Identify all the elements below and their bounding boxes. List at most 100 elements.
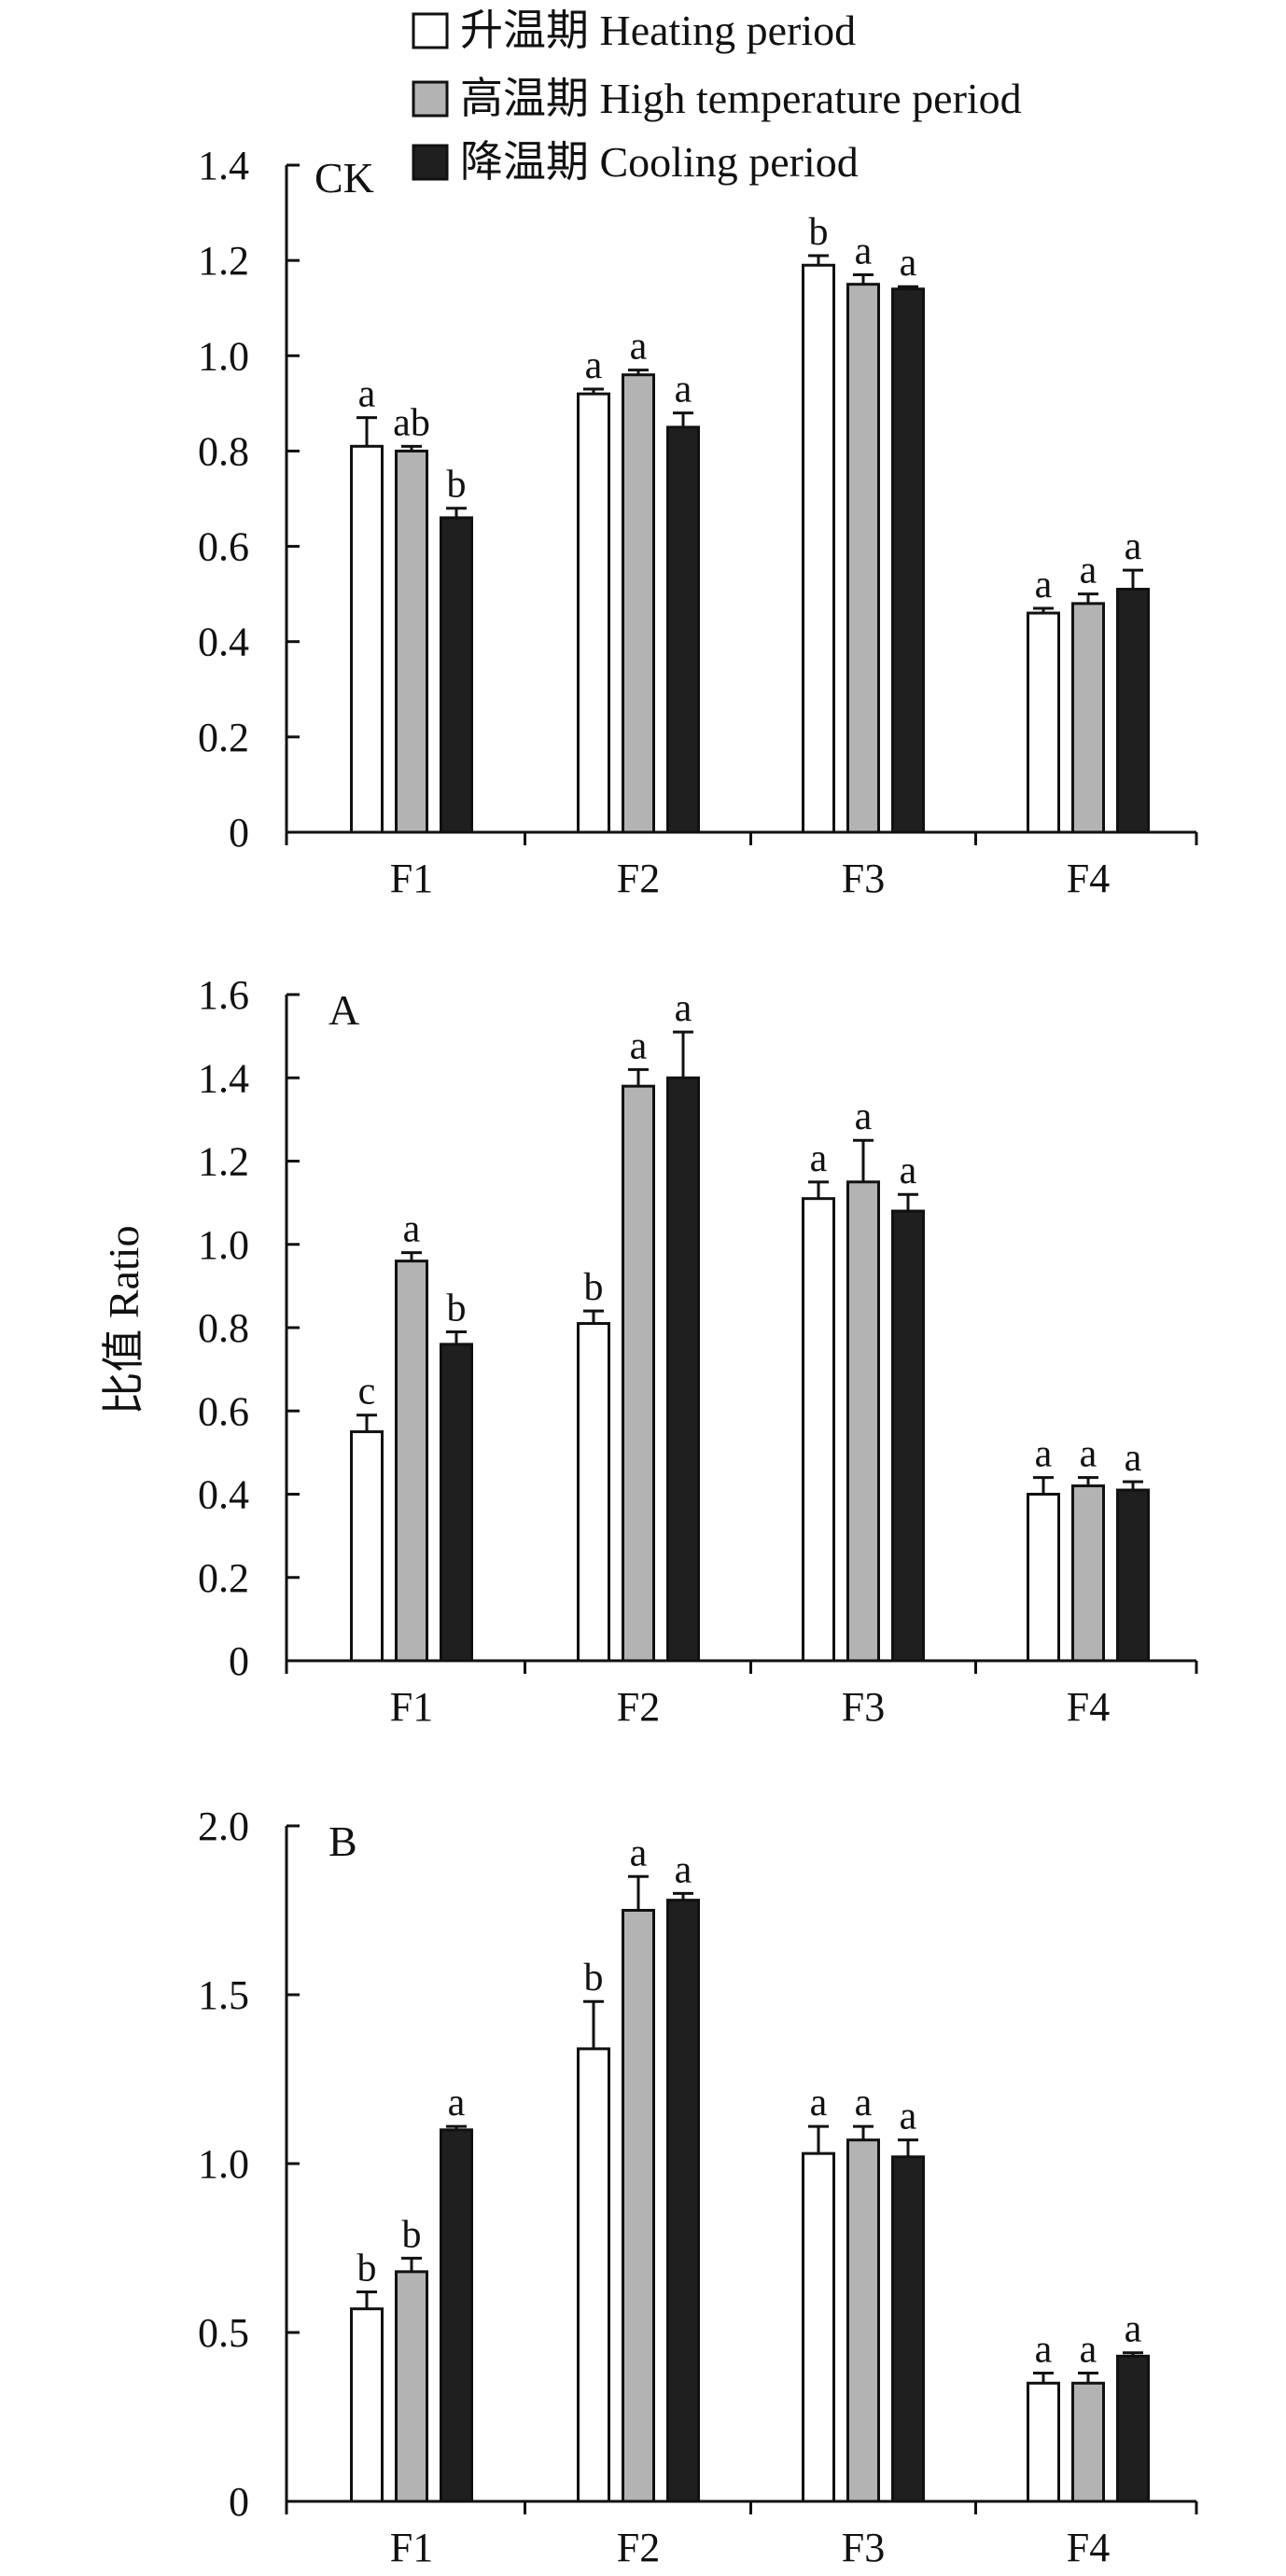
bar-heating: [802, 1197, 835, 1663]
legend-label-cooling: 降温期 Cooling period: [460, 138, 859, 186]
bar-cooling: [891, 1209, 925, 1663]
bar-heating: [350, 2307, 384, 2503]
y-tick-label: 1.0: [198, 333, 249, 379]
significance-letter: a: [855, 1095, 873, 1138]
y-tick-label: 1.2: [198, 1139, 249, 1185]
y-tick-label: 0.4: [198, 620, 249, 665]
significance-letter: a: [630, 1831, 648, 1874]
bar-high-temperature: [622, 1084, 655, 1663]
bar-high-temperature: [395, 2270, 428, 2503]
y-tick-label: 1.2: [198, 238, 249, 284]
y-tick-label: 1.5: [198, 1972, 249, 2018]
y-tick-label: 0.5: [198, 2310, 249, 2356]
y-tick-label: 0.8: [198, 428, 249, 474]
significance-letter: b: [447, 1287, 467, 1330]
significance-letter: b: [809, 211, 829, 254]
y-tick-label: 1.4: [198, 143, 249, 188]
significance-letter: a: [1125, 2308, 1142, 2351]
bar-heating: [802, 263, 835, 834]
x-tick-label: F3: [842, 2525, 885, 2570]
significance-letter: ab: [393, 401, 430, 444]
y-tick-label: 0.6: [198, 1388, 249, 1434]
significance-letter: b: [584, 1956, 604, 1999]
bar-high-temperature: [395, 1260, 428, 1663]
significance-letter: a: [403, 1208, 421, 1251]
legend-swatch-high-temperature: [412, 80, 449, 118]
bar-cooling: [891, 2155, 925, 2503]
legend-item-cooling: 降温期 Cooling period: [412, 138, 859, 186]
bar-cooling: [666, 425, 700, 834]
significance-letter: a: [585, 344, 603, 387]
significance-letter: a: [675, 987, 692, 1030]
y-tick-label: 0.2: [198, 715, 249, 760]
bar-heating: [350, 1430, 384, 1663]
y-tick-label: 0.6: [198, 524, 249, 570]
x-tick-label: F2: [617, 1684, 660, 1730]
bar-cooling: [666, 1899, 700, 2503]
bar-cooling: [440, 516, 473, 834]
x-tick-label: F4: [1067, 2525, 1110, 2570]
bar-cooling: [1116, 2354, 1150, 2503]
bar-high-temperature: [395, 449, 428, 834]
legend-swatch-heating: [412, 12, 449, 49]
bar-high-temperature: [846, 1180, 880, 1663]
significance-letter: a: [810, 1137, 828, 1180]
significance-letter: b: [357, 2248, 377, 2291]
y-tick-label: 1.0: [198, 1222, 249, 1268]
bar-heating: [577, 1322, 610, 1663]
x-tick-label: F1: [390, 1684, 433, 1730]
bar-heating: [1027, 611, 1060, 834]
significance-letter: a: [1080, 550, 1097, 592]
y-tick-label: 1.0: [198, 2141, 249, 2187]
bar-heating: [1027, 2381, 1060, 2503]
bar-high-temperature: [846, 2138, 880, 2503]
significance-letter: a: [810, 2082, 828, 2124]
y-tick-label: 0: [229, 810, 249, 856]
panel-title: CK: [315, 154, 374, 202]
significance-letter: a: [630, 1024, 648, 1067]
bar-cooling: [1116, 1488, 1150, 1663]
significance-letter: a: [675, 369, 692, 411]
bar-heating: [1027, 1493, 1060, 1663]
significance-letter: a: [1080, 1433, 1097, 1476]
bar-heating: [577, 2047, 610, 2503]
significance-letter: b: [584, 1266, 604, 1309]
x-tick-label: F1: [390, 2525, 433, 2570]
y-tick-label: 0: [229, 2479, 249, 2525]
significance-letter: a: [1035, 564, 1053, 606]
bar-cooling: [440, 2128, 473, 2503]
y-tick-label: 1.6: [198, 972, 249, 1018]
bar-cooling: [1116, 588, 1150, 834]
bar-heating: [577, 392, 610, 834]
legend-item-heating: 升温期 Heating period: [412, 7, 856, 54]
y-tick-label: 0.8: [198, 1305, 249, 1351]
bar-high-temperature: [1071, 2381, 1105, 2503]
bar-high-temperature: [1071, 602, 1105, 834]
bar-cooling: [666, 1076, 700, 1663]
bar-cooling: [891, 287, 925, 834]
bar-heating: [350, 444, 384, 834]
y-tick-label: 2.0: [198, 1803, 249, 1849]
legend-label-heating: 升温期 Heating period: [460, 7, 856, 54]
y-tick-label: 0.2: [198, 1555, 249, 1601]
significance-letter: a: [900, 2096, 917, 2138]
bar-high-temperature: [846, 283, 880, 834]
y-tick-label: 1.4: [198, 1055, 249, 1101]
significance-letter: a: [1125, 1437, 1142, 1480]
y-tick-label: 0.4: [198, 1472, 249, 1518]
significance-letter: a: [448, 2082, 466, 2124]
x-tick-label: F2: [617, 2525, 660, 2570]
x-tick-label: F2: [617, 856, 660, 901]
panel-title: A: [328, 986, 359, 1034]
significance-letter: a: [855, 2082, 873, 2124]
x-tick-label: F4: [1067, 1684, 1110, 1730]
legend-label-high-temperature: 高温期 High temperature period: [460, 75, 1022, 122]
significance-letter: a: [630, 326, 648, 369]
panel-title: B: [328, 1817, 357, 1865]
legend: 升温期 Heating period 高温期 High temperature …: [412, 7, 1022, 186]
significance-letter: a: [1080, 2328, 1097, 2371]
significance-letter: a: [900, 242, 917, 285]
